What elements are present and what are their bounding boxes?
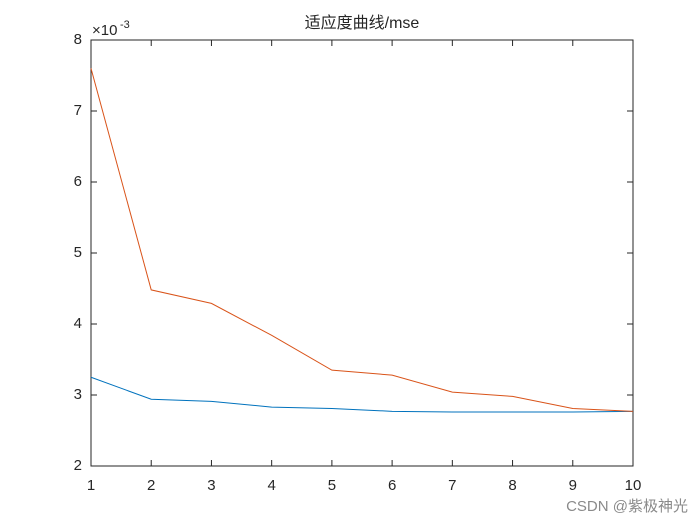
x-tick-label: 4 — [267, 477, 275, 494]
x-tick-label: 3 — [207, 477, 215, 494]
y-tick-label: 3 — [74, 386, 82, 403]
x-tick-label: 10 — [625, 477, 642, 494]
x-tick-label: 6 — [388, 477, 396, 494]
series-line — [90, 68, 634, 412]
y-tick-label: 4 — [74, 315, 82, 332]
y-tick-label: 2 — [74, 457, 82, 474]
x-tick-label: 1 — [87, 477, 95, 494]
x-tick-label: 7 — [448, 477, 456, 494]
y-multiplier: ×10 — [92, 22, 117, 39]
x-tick-label: 5 — [328, 477, 336, 494]
y-exponent: -3 — [120, 19, 130, 31]
series-line — [90, 376, 634, 413]
y-tick-label: 8 — [74, 31, 82, 48]
x-tick-label: 2 — [147, 477, 155, 494]
x-tick-label: 8 — [508, 477, 516, 494]
y-tick-label: 7 — [74, 102, 82, 119]
chart-title: 适应度曲线/mse — [305, 13, 420, 32]
y-tick-label: 5 — [74, 244, 82, 261]
watermark: CSDN @紫极神光 — [566, 498, 688, 515]
y-tick-label: 6 — [74, 173, 82, 190]
plot-box — [90, 39, 634, 467]
x-tick-label: 9 — [569, 477, 577, 494]
